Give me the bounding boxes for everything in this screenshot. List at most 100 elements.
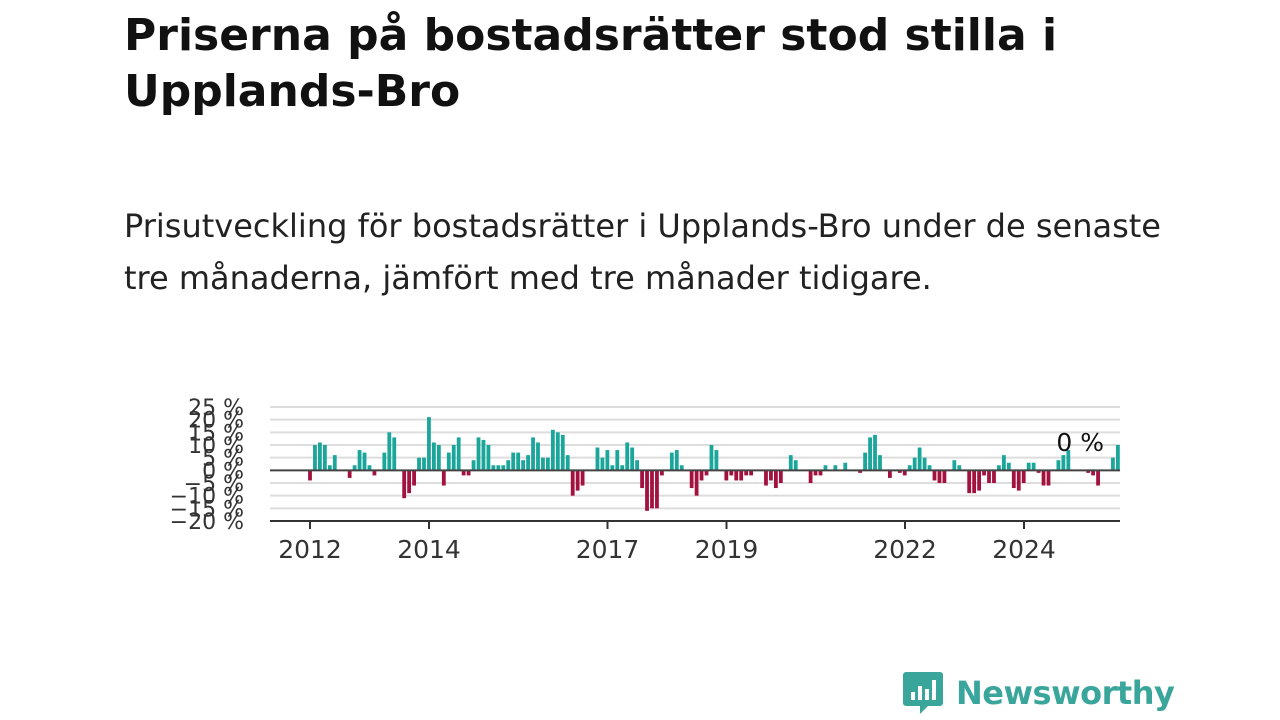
last-value-label: 0 % (1056, 428, 1104, 457)
bar (818, 470, 823, 476)
bar (392, 437, 397, 471)
bar (1036, 470, 1041, 473)
bar (620, 465, 625, 471)
bar (917, 447, 922, 471)
bar (531, 437, 535, 471)
y-tick-label: 5 % (202, 447, 244, 472)
bar (501, 465, 506, 471)
bar (655, 470, 659, 509)
bar (451, 445, 456, 471)
bar (427, 417, 431, 471)
bar (843, 462, 848, 471)
bar (967, 470, 972, 494)
bar (833, 465, 838, 471)
bar (600, 457, 605, 471)
bar (739, 470, 744, 481)
bar (506, 460, 511, 471)
bar (704, 470, 709, 476)
bar (407, 470, 412, 494)
bar (546, 457, 550, 471)
bar (774, 470, 778, 489)
bar (912, 457, 917, 471)
bar (694, 470, 699, 496)
bar (541, 457, 545, 471)
bar (997, 465, 1001, 471)
bar (1066, 450, 1071, 471)
newsworthy-logo-icon (903, 672, 943, 714)
bar (907, 465, 912, 471)
bar (511, 452, 516, 471)
bar (446, 452, 451, 471)
x-tick-label: 2017 (576, 535, 640, 564)
bar (982, 470, 986, 476)
bar (1001, 455, 1006, 471)
y-tick-label: −5 % (184, 472, 244, 497)
y-tick-label: 20 % (188, 409, 244, 434)
y-tick-label: 15 % (188, 421, 244, 446)
bar (868, 437, 872, 471)
bar (902, 470, 907, 476)
bar (873, 434, 877, 471)
bar (456, 437, 461, 471)
y-tick-label: −15 % (170, 497, 244, 522)
y-tick-label: 10 % (188, 434, 244, 459)
bar (640, 470, 644, 489)
bars (308, 417, 1120, 511)
bar (674, 450, 679, 471)
bar (471, 460, 476, 471)
bar (630, 447, 635, 471)
bar (565, 455, 570, 471)
bar (1046, 470, 1051, 486)
newsworthy-logo: Newsworthy (902, 670, 1175, 716)
bar (496, 465, 501, 471)
bar (1011, 470, 1016, 489)
y-axis-ticks: −20 %−15 %−10 %−5 %0 %5 %10 %15 %20 %25 … (170, 396, 244, 535)
bar (679, 465, 684, 471)
price-change-bar-chart: −20 %−15 %−10 %−5 %0 %5 %10 %15 %20 %25 … (170, 396, 1120, 564)
bar (1041, 470, 1046, 486)
bar (1056, 460, 1061, 471)
bar (808, 470, 813, 483)
bar (595, 447, 600, 471)
bar (1096, 470, 1100, 486)
bar (1115, 445, 1120, 471)
bar (575, 470, 580, 491)
bar (1111, 457, 1115, 471)
bar (402, 470, 407, 499)
bar (417, 457, 421, 471)
bar (987, 470, 991, 483)
bar (516, 452, 521, 471)
bar (486, 445, 491, 471)
bar (476, 437, 481, 471)
bar (461, 470, 466, 476)
bar (1031, 462, 1036, 471)
bar (526, 455, 530, 471)
bar (823, 465, 828, 471)
y-tick-label: 25 % (188, 396, 244, 421)
bar (650, 470, 654, 509)
bar (1091, 470, 1095, 476)
bar (937, 470, 942, 483)
bar (436, 445, 441, 471)
bar (977, 470, 982, 491)
bar (749, 470, 754, 476)
bar (1016, 470, 1021, 491)
bar (308, 470, 312, 481)
bar (362, 452, 367, 471)
bar (788, 455, 793, 471)
bar (372, 470, 377, 476)
bar (332, 455, 337, 471)
bar (560, 434, 565, 471)
x-tick-label: 2022 (873, 535, 937, 564)
bar (382, 452, 387, 471)
bar (734, 470, 739, 481)
bar (878, 455, 882, 471)
bar (932, 470, 937, 481)
x-tick-label: 2019 (695, 535, 759, 564)
bar (778, 470, 783, 483)
bar (724, 470, 729, 481)
bar (897, 470, 902, 473)
bar (813, 470, 818, 476)
bar (387, 432, 392, 471)
bar (610, 465, 615, 471)
